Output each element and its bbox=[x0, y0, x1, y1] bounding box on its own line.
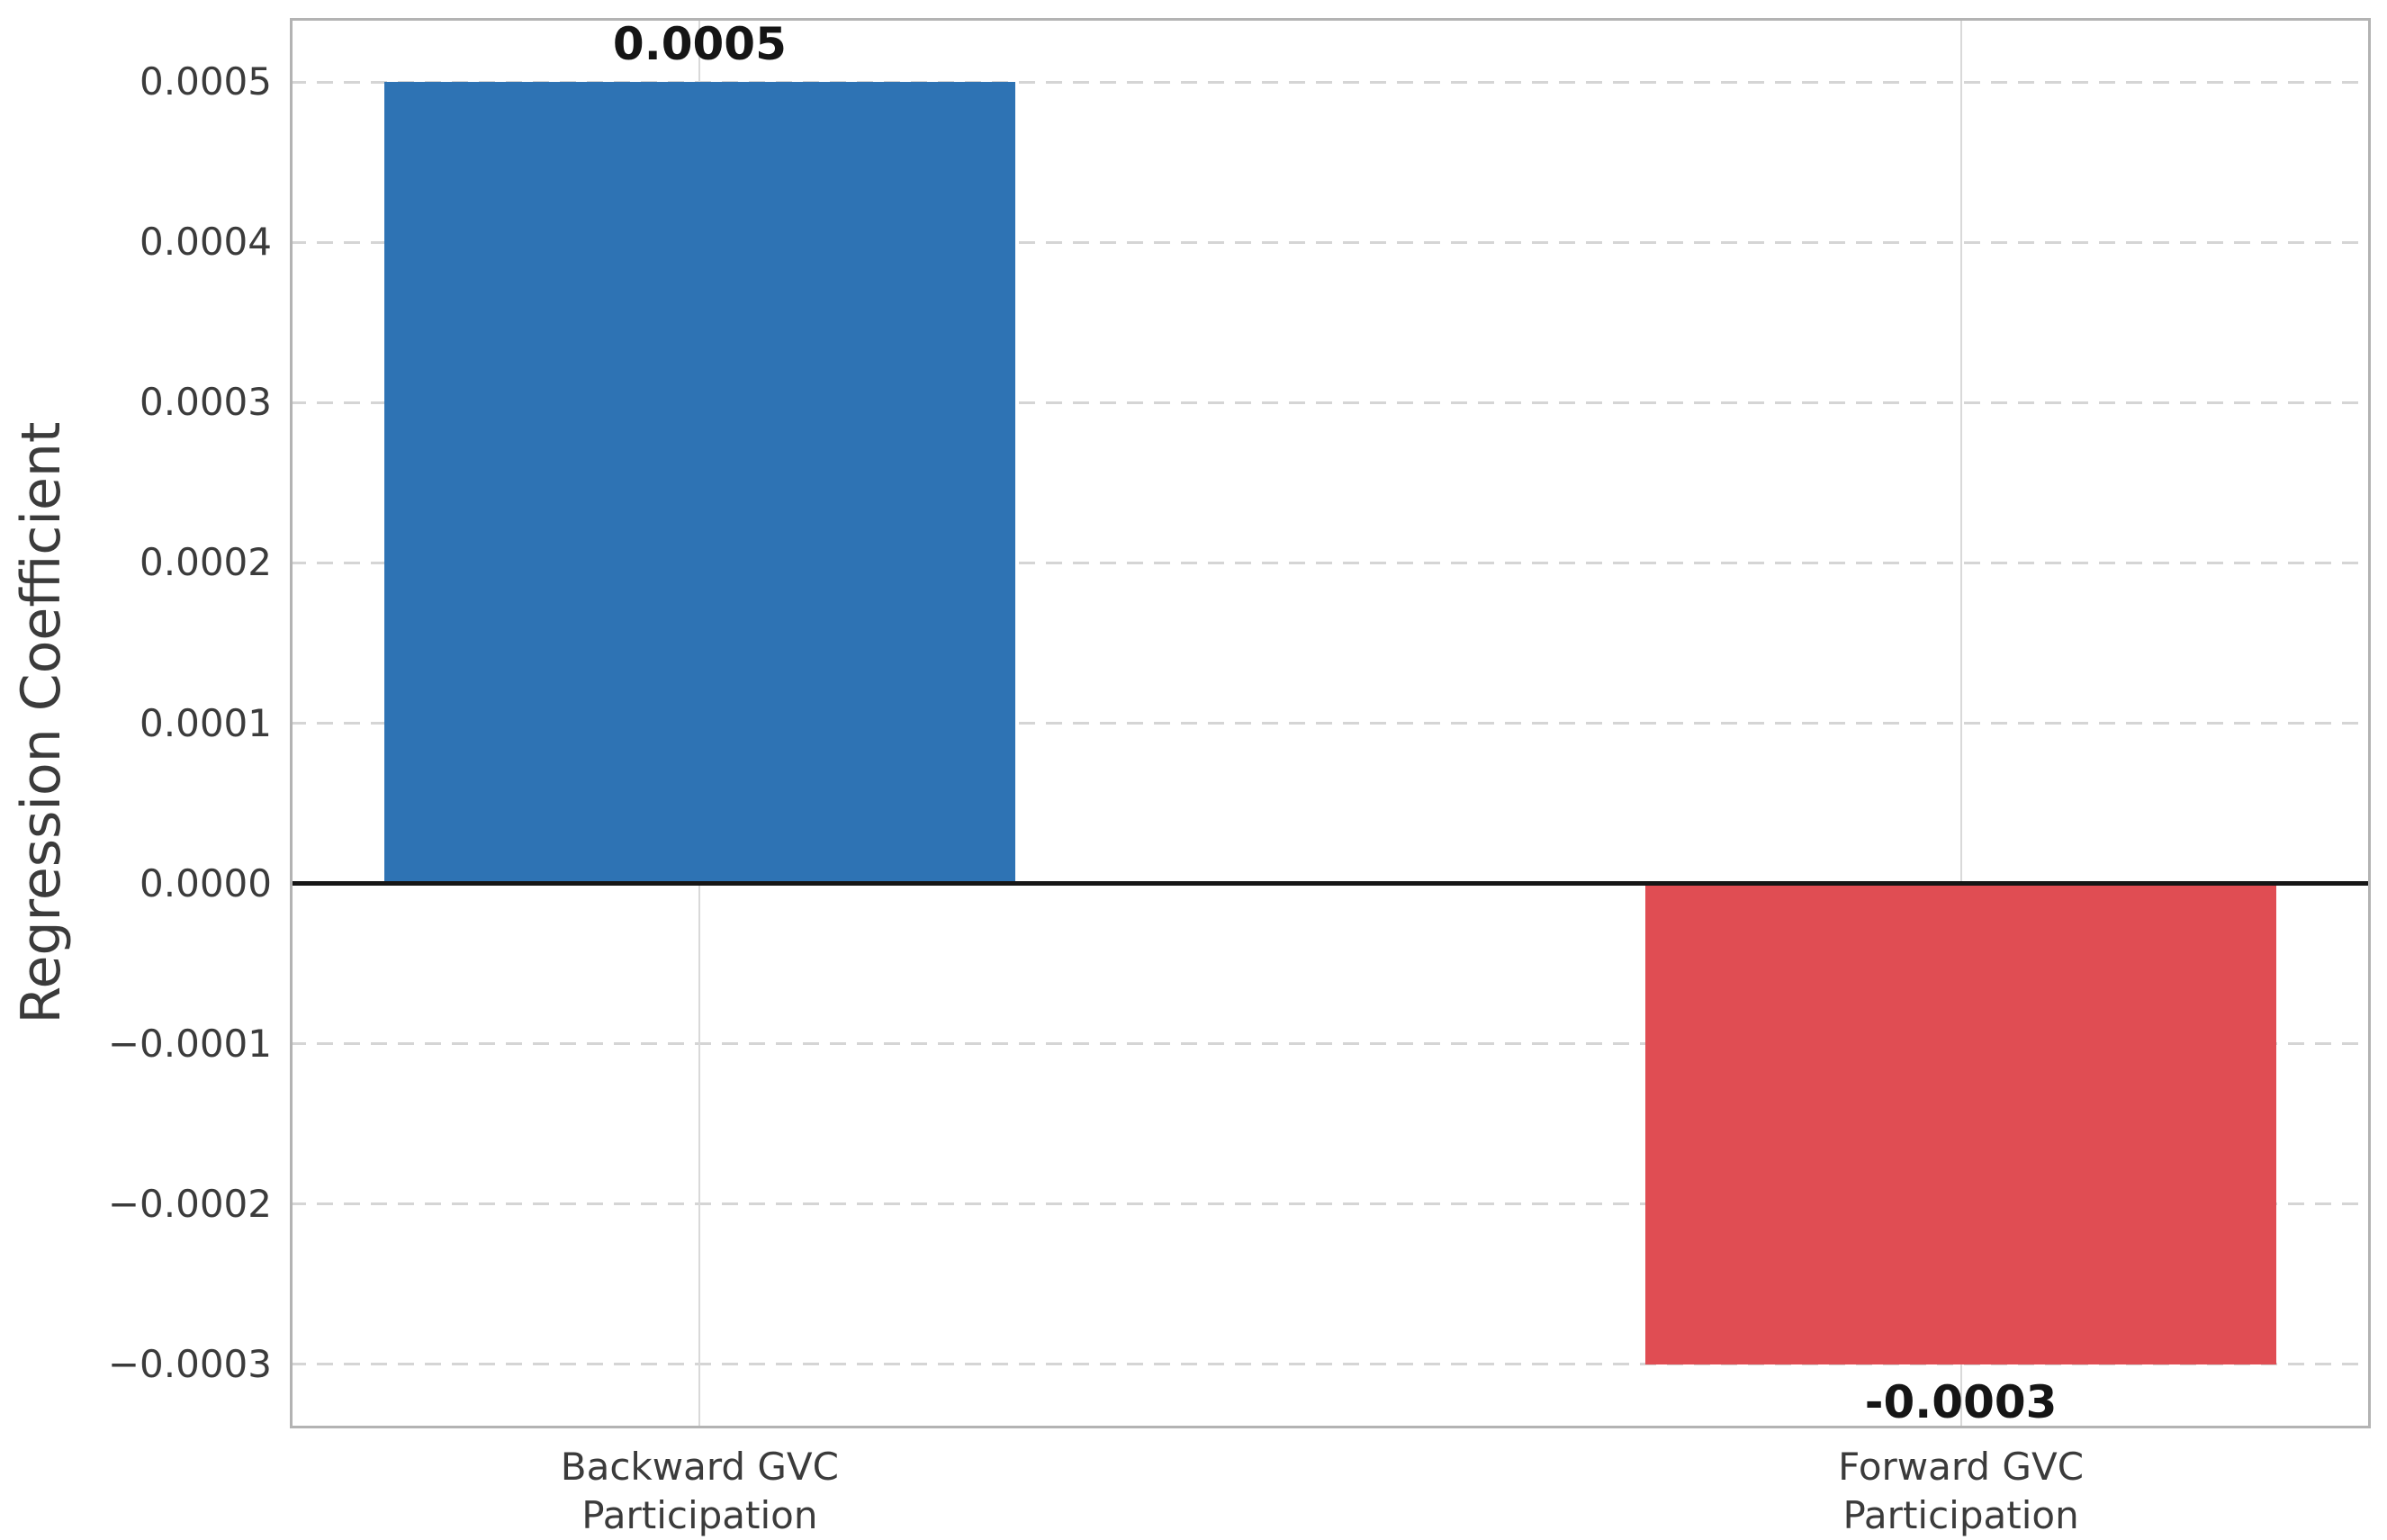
horizontal-gridline bbox=[290, 80, 2371, 84]
y-tick-label: 0.0004 bbox=[140, 220, 272, 265]
horizontal-gridline bbox=[290, 722, 2371, 725]
x-tick-label: Forward GVC Participation bbox=[1838, 1443, 2084, 1540]
horizontal-gridline bbox=[290, 561, 2371, 564]
bar-value-label: -0.0003 bbox=[1864, 1375, 2058, 1428]
horizontal-gridline bbox=[290, 240, 2371, 244]
y-tick-label: 0.0000 bbox=[140, 860, 272, 905]
y-tick-label: −0.0002 bbox=[107, 1181, 272, 1226]
y-tick-label: 0.0003 bbox=[140, 380, 272, 425]
vertical-gridline bbox=[1959, 18, 1962, 1428]
bar-value-label: 0.0005 bbox=[612, 18, 787, 71]
horizontal-gridline bbox=[290, 1363, 2371, 1366]
x-tick-label: Backward GVC Participation bbox=[561, 1443, 839, 1540]
bar-forward-gvc-participation bbox=[1645, 883, 2276, 1364]
plot-area bbox=[290, 18, 2371, 1428]
y-tick-label: −0.0003 bbox=[107, 1341, 272, 1386]
x-tick-label-line: Forward GVC bbox=[1838, 1445, 2085, 1489]
bar-backward-gvc-participation bbox=[384, 82, 1015, 884]
y-tick-label: 0.0005 bbox=[140, 59, 272, 104]
y-axis-label: Regression Coefficient bbox=[10, 421, 73, 1024]
zero-line-layer bbox=[290, 18, 2371, 1428]
bars-layer bbox=[290, 18, 2371, 1428]
x-tick-label-line: Participation bbox=[1842, 1493, 2079, 1537]
horizontal-gridline bbox=[290, 1202, 2371, 1206]
horizontal-gridline bbox=[290, 1042, 2371, 1046]
y-tick-label: 0.0001 bbox=[140, 700, 272, 745]
x-tick-label-line: Backward GVC bbox=[560, 1445, 839, 1489]
x-tick-label-line: Participation bbox=[581, 1493, 818, 1537]
y-tick-label: 0.0002 bbox=[140, 540, 272, 585]
horizontal-gridline bbox=[290, 401, 2371, 404]
y-tick-label: −0.0001 bbox=[107, 1021, 272, 1066]
zero-line bbox=[290, 881, 2371, 887]
